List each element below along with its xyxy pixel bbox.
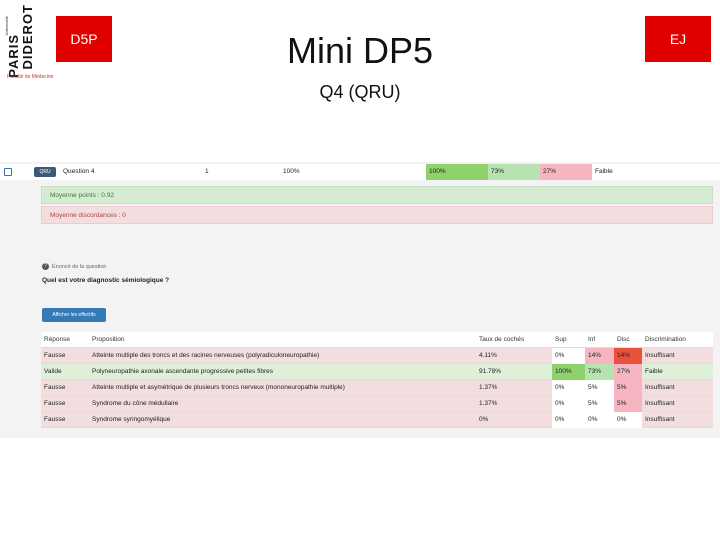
answer-cell: Fausse xyxy=(44,384,66,391)
col-answer: Réponse xyxy=(44,336,71,343)
rate-cell: 0% xyxy=(479,416,489,423)
disc-cell: 5% xyxy=(614,380,642,396)
discrimination-cell: Insuffisant xyxy=(645,416,675,423)
question-summary-row[interactable]: QRU Question 4 1 100% 100% 73% 27% Faibl… xyxy=(0,164,720,180)
sup-cell: 0% xyxy=(552,396,585,412)
question-percent: 100% xyxy=(283,168,300,175)
question-type-badge: QRU xyxy=(34,167,56,177)
discrimination-cell: Insuffisant xyxy=(645,384,675,391)
disc-cell: 27% xyxy=(614,364,642,380)
sup-cell: 0% xyxy=(552,380,585,396)
col-rate: Taux de cochés xyxy=(479,336,525,343)
slide-title: Mini DP5 xyxy=(286,30,434,71)
rate-cell: 1.37% xyxy=(479,384,498,391)
proposition-cell: Atteinte multiple des troncs et des raci… xyxy=(92,352,320,359)
table-row: Fausse Syndrome syringomyélique 0% 0% 0%… xyxy=(41,412,713,428)
inf-cell: 73% xyxy=(585,364,614,380)
statement-toggle[interactable]: ? Énoncé de la question xyxy=(42,263,106,270)
statement-toggle-label: Énoncé de la question xyxy=(52,263,107,270)
rate-cell: 91.78% xyxy=(479,368,502,375)
proposition-cell: Polyneuropathie axonale ascendante progr… xyxy=(92,368,274,375)
sup-cell: 0% xyxy=(552,348,585,364)
discrimination-cell: Faible xyxy=(595,168,613,175)
col-proposition: Proposition xyxy=(92,336,125,343)
inf-cell: 5% xyxy=(585,380,614,396)
average-points-panel: Moyenne points : 0.92 xyxy=(41,186,713,204)
discrimination-cell: Insuffisant xyxy=(645,400,675,407)
disc-cell: 5% xyxy=(614,396,642,412)
col-sup: Sup xyxy=(555,336,567,343)
inf-cell: 73% xyxy=(488,164,540,180)
results-screenshot: QRU Question 4 1 100% 100% 73% 27% Faibl… xyxy=(0,162,720,438)
answer-cell: Fausse xyxy=(44,416,66,423)
d5p-badge: D5P xyxy=(56,16,112,62)
sup-cell: 100% xyxy=(426,164,488,180)
question-label: Question 4 xyxy=(63,168,95,175)
question-circle-icon: ? xyxy=(42,263,49,270)
discrimination-cell: Insuffisant xyxy=(645,352,675,359)
sup-cell: 100% xyxy=(552,364,585,380)
edit-icon[interactable] xyxy=(4,168,12,176)
question-text: Quel est votre diagnostic sémiologique ? xyxy=(42,277,170,284)
rate-cell: 1.37% xyxy=(479,400,498,407)
answers-table: Réponse Proposition Taux de cochés Sup I… xyxy=(41,332,713,428)
ej-badge: EJ xyxy=(645,16,711,62)
disc-cell: 14% xyxy=(614,348,642,364)
table-row: Valide Polyneuropathie axonale ascendant… xyxy=(41,364,713,380)
table-header: Réponse Proposition Taux de cochés Sup I… xyxy=(41,332,713,348)
disc-cell: 0% xyxy=(614,412,642,428)
slide-subtitle: Q4 (QRU) xyxy=(319,82,401,102)
col-discrimination: Discrimination xyxy=(645,336,686,343)
table-row: Fausse Atteinte multiple des troncs et d… xyxy=(41,348,713,364)
table-row: Fausse Atteinte multiple et asymétrique … xyxy=(41,380,713,396)
proposition-cell: Syndrome du cône médullaire xyxy=(92,400,179,407)
inf-cell: 5% xyxy=(585,396,614,412)
proposition-cell: Atteinte multiple et asymétrique de plus… xyxy=(92,384,345,391)
average-discordances-panel: Moyenne discordances : 0 xyxy=(41,206,713,224)
faculty-label: Faculté de Médecine xyxy=(7,74,54,80)
rate-cell: 4.11% xyxy=(479,352,497,359)
answer-cell: Fausse xyxy=(44,352,66,359)
inf-cell: 14% xyxy=(585,348,614,364)
inf-cell: 0% xyxy=(585,412,614,428)
sup-cell: 0% xyxy=(552,412,585,428)
proposition-cell: Syndrome syringomyélique xyxy=(92,416,171,423)
col-disc: Disc xyxy=(617,336,630,343)
show-counts-button[interactable]: Afficher les effectifs xyxy=(42,308,106,322)
discrimination-cell: Faible xyxy=(645,368,663,375)
answer-cell: Valide xyxy=(44,368,62,375)
question-number: 1 xyxy=(205,168,209,175)
disc-cell: 27% xyxy=(540,164,592,180)
table-row: Fausse Syndrome du cône médullaire 1.37%… xyxy=(41,396,713,412)
col-inf: Inf xyxy=(588,336,596,343)
answer-cell: Fausse xyxy=(44,400,66,407)
